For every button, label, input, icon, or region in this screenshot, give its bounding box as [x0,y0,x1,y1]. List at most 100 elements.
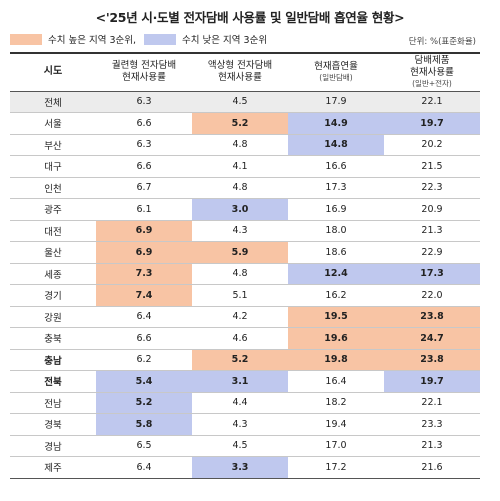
region-cell: 전북 [44,377,62,389]
value-cell: 6.6 [136,332,152,344]
table-row: 제주 6.4 3.3 17.2 21.6 [10,456,480,478]
value-cell: 3.3 [192,456,288,478]
value-cell: 22.1 [421,397,443,409]
legend: 수치 높은 지역 3순위, 수치 낮은 지역 3순위 [10,32,275,46]
value-cell: 17.3 [325,182,347,194]
table-row: 인천 6.7 4.8 17.3 22.3 [10,177,480,199]
header-line: 현재사용률 [218,72,262,84]
value-cell: 5.8 [96,413,192,435]
value-cell: 14.8 [288,134,384,156]
value-cell: 6.6 [136,117,152,129]
table-row: 경기 7.4 5.1 16.2 22.0 [10,284,480,306]
table-row: 전체 6.3 4.5 17.9 22.1 [10,91,480,113]
value-cell: 22.1 [421,96,443,108]
region-cell: 충남 [44,355,62,367]
header-subline: (일반담배) [319,73,353,83]
value-cell: 4.1 [232,160,248,172]
value-cell: 19.7 [384,370,480,392]
value-cell: 5.4 [96,370,192,392]
value-cell: 17.3 [384,263,480,285]
region-cell: 울산 [44,248,62,260]
table-row: 강원 6.4 4.2 19.5 23.8 [10,306,480,328]
value-cell: 5.1 [232,289,248,301]
value-cell: 22.3 [421,182,443,194]
value-cell: 4.8 [232,182,248,194]
value-cell: 4.3 [232,225,248,237]
header-liquid-ecig: 액상형 전자담배 현재사용률 [192,53,288,91]
value-cell: 7.4 [96,284,192,306]
value-cell: 6.6 [136,160,152,172]
table-row: 전북 5.4 3.1 16.4 19.7 [10,370,480,392]
table-row: 대전 6.9 4.3 18.0 21.3 [10,220,480,242]
value-cell: 17.9 [325,96,347,108]
value-cell: 4.8 [232,139,248,151]
region-cell: 부산 [44,140,62,152]
value-cell: 6.9 [96,220,192,242]
value-cell: 4.3 [232,418,248,430]
value-cell: 6.4 [136,311,152,323]
value-cell: 6.7 [136,182,152,194]
header-smoking-rate: 현재흡연율 (일반담배) [288,53,384,91]
region-cell: 전체 [44,97,62,109]
value-cell: 20.9 [421,203,443,215]
value-cell: 4.8 [232,268,248,280]
table-row: 대구 6.6 4.1 16.6 21.5 [10,156,480,177]
value-cell: 6.3 [136,96,152,108]
value-cell: 24.7 [384,327,480,349]
value-cell: 22.0 [421,289,443,301]
value-cell: 14.9 [288,112,384,134]
smoking-rate-table: 시도 궐련형 전자담배 현재사용률 액상형 전자담배 현재사용률 현재흡연율 (… [10,52,480,479]
value-cell: 22.9 [421,246,443,258]
table-row: 전남 5.2 4.4 18.2 22.1 [10,392,480,414]
value-cell: 5.2 [192,349,288,371]
value-cell: 6.4 [136,461,152,473]
value-cell: 17.2 [325,461,347,473]
table-row: 서울 6.6 5.2 14.9 19.7 [10,112,480,134]
value-cell: 6.2 [136,354,152,366]
value-cell: 6.9 [96,241,192,263]
value-cell: 21.3 [421,440,443,452]
header-line: 궐련형 전자담배 [111,60,177,72]
value-cell: 23.3 [421,418,443,430]
value-cell: 4.4 [232,397,248,409]
value-cell: 19.6 [288,327,384,349]
value-cell: 4.5 [232,96,248,108]
value-cell: 19.4 [325,418,347,430]
value-cell: 18.0 [325,225,347,237]
table-row: 충남 6.2 5.2 19.8 23.8 [10,349,480,371]
legend-low-swatch [144,33,177,45]
value-cell: 3.1 [192,370,288,392]
value-cell: 12.4 [288,263,384,285]
region-cell: 대전 [44,226,62,238]
region-cell: 충북 [44,334,62,346]
header-region: 시도 [43,66,63,78]
header-heated-tobacco: 궐련형 전자담배 현재사용률 [96,53,192,91]
table-row: 경북 5.8 4.3 19.4 23.3 [10,413,480,435]
table-row: 세종 7.3 4.8 12.4 17.3 [10,263,480,285]
value-cell: 3.0 [192,198,288,220]
table-body: 전체 6.3 4.5 17.9 22.1 서울 6.6 5.2 14.9 19.7 부산 6.3 4.8… [10,91,480,478]
value-cell: 4.2 [232,311,248,323]
legend-high-swatch [10,33,42,45]
header-line: 담배제품 [414,55,450,67]
region-cell: 경기 [44,291,62,303]
value-cell: 18.2 [325,397,347,409]
value-cell: 16.4 [325,375,347,387]
region-cell: 강원 [44,312,62,324]
value-cell: 16.2 [325,289,347,301]
value-cell: 20.2 [421,139,443,151]
value-cell: 23.8 [384,306,480,328]
legend-low-label: 수치 낮은 지역 3순위 [182,35,268,46]
value-cell: 7.3 [96,263,192,285]
header-line: 현재흡연율 [314,61,358,73]
region-cell: 광주 [44,205,62,217]
value-cell: 18.6 [325,246,347,258]
header-row: 시도 궐련형 전자담배 현재사용률 액상형 전자담배 현재사용률 현재흡연율 (… [10,53,480,91]
legend-high-label: 수치 높은 지역 3순위, [48,35,137,46]
table-row: 광주 6.1 3.0 16.9 20.9 [10,198,480,220]
header-line: 현재사용률 [410,67,454,79]
value-cell: 6.3 [136,139,152,151]
value-cell: 21.6 [421,461,443,473]
value-cell: 4.6 [232,332,248,344]
value-cell: 21.3 [421,225,443,237]
